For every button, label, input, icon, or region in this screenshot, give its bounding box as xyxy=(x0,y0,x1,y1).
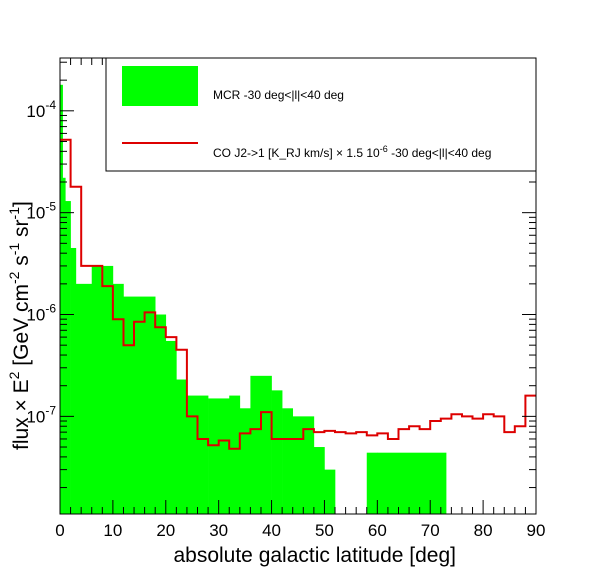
y-axis-title-part: s xyxy=(10,255,33,271)
y-tick-label-exp: -7 xyxy=(45,403,56,417)
y-tick-label-base: 10 xyxy=(26,306,45,325)
mcr-bar xyxy=(176,379,188,514)
y-tick-label-base: 10 xyxy=(26,407,45,426)
mcr-bar xyxy=(229,395,241,514)
mcr-bar xyxy=(155,314,167,514)
mcr-bar xyxy=(91,265,114,514)
mcr-bar xyxy=(366,452,378,514)
co-step-line xyxy=(60,138,536,450)
mcr-bar xyxy=(65,201,71,515)
mcr-bar xyxy=(282,408,294,514)
mcr-bar xyxy=(208,398,230,514)
y-axis-title-part: 2 xyxy=(6,371,22,379)
y-tick-label-exp: -5 xyxy=(45,200,56,214)
y-axis-title: flux × E2 [GeV cm-2 s-1 sr-1] xyxy=(6,201,33,450)
mcr-histogram xyxy=(60,84,447,515)
mcr-bar xyxy=(250,375,272,514)
legend-label-co-exp: -6 xyxy=(380,144,388,154)
y-axis-title-part: -1 xyxy=(6,243,22,256)
legend-label-mcr: MCR -30 deg<|l|<40 deg xyxy=(213,88,344,102)
x-axis-title: absolute galactic latitude [deg] xyxy=(173,544,456,567)
legend: MCR -30 deg<|l|<40 deg CO J2->1 [K_RJ km… xyxy=(105,57,537,172)
y-tick-label: 10-5 xyxy=(26,200,56,223)
mcr-bar xyxy=(112,283,124,514)
x-tick-label: 90 xyxy=(527,521,546,540)
y-tick-label-base: 10 xyxy=(26,204,45,223)
legend-label-co-tail: -30 deg<|l|<40 deg xyxy=(388,146,492,160)
mcr-bar xyxy=(165,340,177,514)
x-tick-label: 20 xyxy=(156,521,175,540)
legend-label-co: CO J2->1 [K_RJ km/s] × 1.5 10-6 -30 deg<… xyxy=(213,144,491,160)
y-tick-label-exp: -4 xyxy=(45,98,56,112)
y-tick-label: 10-4 xyxy=(26,98,56,121)
x-tick-label: 0 xyxy=(55,521,64,540)
mcr-bar xyxy=(239,408,251,514)
mcr-bar xyxy=(70,247,77,514)
legend-label-co-main: CO J2->1 [K_RJ km/s] × 1.5 10 xyxy=(213,146,380,160)
mcr-bar xyxy=(292,416,315,514)
x-tick-label: 40 xyxy=(262,521,281,540)
y-axis-title-part: flux xyxy=(10,411,33,450)
y-tick-label: 10-6 xyxy=(26,302,56,325)
y-axis-title-part: -2 xyxy=(6,271,22,284)
x-tick-labels: 0 10 20 30 40 50 60 70 80 90 xyxy=(55,521,545,540)
x-tick-label: 70 xyxy=(421,521,440,540)
y-axis-title-part: sr xyxy=(10,219,33,242)
y-axis-title-part: -1 xyxy=(6,207,22,220)
x-tick-label: 60 xyxy=(368,521,387,540)
mcr-bar xyxy=(186,395,209,514)
mcr-bar xyxy=(271,390,283,514)
x-tick-label: 30 xyxy=(209,521,228,540)
x-tick-label: 10 xyxy=(103,521,122,540)
y-axis-title-part: × xyxy=(10,393,33,411)
y-axis-title-part: ] xyxy=(10,201,33,207)
mcr-bar xyxy=(62,177,66,514)
y-axis-title-part: [GeV cm xyxy=(10,284,33,372)
y-tick-label-base: 10 xyxy=(26,102,45,121)
y-tick-label-exp: -6 xyxy=(45,302,56,316)
mcr-bar xyxy=(313,447,325,514)
y-axis-title-part: E xyxy=(10,379,33,393)
mcr-bar xyxy=(60,84,63,514)
mcr-bar xyxy=(75,283,93,514)
y-tick-label: 10-7 xyxy=(26,403,56,426)
x-tick-label: 80 xyxy=(474,521,493,540)
mcr-bar xyxy=(324,469,336,514)
mcr-bar xyxy=(123,296,156,514)
x-tick-label: 50 xyxy=(315,521,334,540)
legend-swatch-mcr xyxy=(122,66,198,106)
mcr-bar xyxy=(377,452,447,514)
y-tick-labels: 10-710-610-510-4 xyxy=(26,98,56,427)
